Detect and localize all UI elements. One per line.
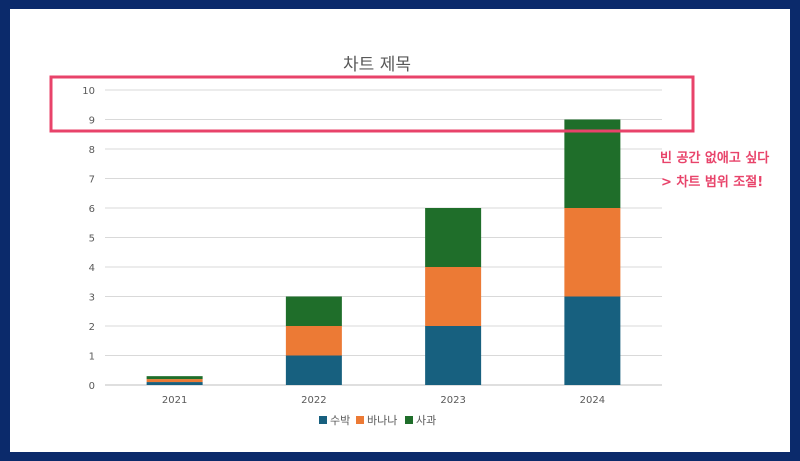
bar-segment	[285, 296, 342, 326]
bar-segment	[564, 119, 621, 208]
bar-segment	[285, 355, 342, 385]
chart-title: 차트 제목	[343, 55, 411, 75]
y-tick-label: 0	[89, 381, 95, 392]
chart-frame: 차트 제목 0 1 2 3 4 5 6 7 8 9 10 2021 2022 2023 2024 수박 바나…	[10, 9, 790, 452]
y-tick-label: 8	[89, 145, 95, 156]
bar-segment	[564, 296, 621, 385]
y-tick-label: 2	[89, 322, 95, 333]
x-tick-label: 2023	[440, 395, 465, 406]
bars	[146, 119, 621, 385]
y-tick-label: 9	[89, 116, 95, 127]
y-axis-ticks: 0 1 2 3 4 5 6 7 8 9 10	[82, 86, 95, 392]
bar-segment	[146, 379, 203, 383]
x-tick-label: 2024	[580, 395, 605, 406]
legend-label: 수박	[330, 414, 350, 427]
y-tick-label: 3	[89, 293, 95, 304]
y-tick-label: 6	[89, 204, 95, 215]
bar-segment	[425, 326, 482, 385]
bar-segment	[285, 326, 342, 356]
legend-swatch	[319, 416, 327, 424]
y-tick-label: 1	[89, 352, 95, 363]
bar-segment	[146, 382, 203, 385]
legend: 수박 바나나 사과	[319, 414, 436, 427]
bar-segment	[425, 208, 482, 267]
chart: 차트 제목 0 1 2 3 4 5 6 7 8 9 10 2021 2022 2023 2024 수박 바나…	[49, 55, 769, 427]
legend-swatch	[356, 416, 364, 424]
x-axis-ticks: 2021 2022 2023 2024	[162, 395, 605, 406]
highlight-box	[49, 75, 695, 133]
bar-segment	[564, 208, 621, 297]
y-tick-label: 10	[82, 86, 95, 97]
y-tick-label: 5	[89, 234, 95, 245]
bar-segment	[425, 267, 482, 326]
legend-swatch	[405, 416, 413, 424]
legend-label: 사과	[416, 414, 436, 427]
x-tick-label: 2021	[162, 395, 187, 406]
bar-segment	[146, 376, 203, 380]
annotation-line-1: 빈 공간 없애고 싶다	[660, 150, 769, 166]
x-tick-label: 2022	[301, 395, 326, 406]
legend-label: 바나나	[367, 414, 397, 427]
y-tick-label: 7	[89, 175, 95, 186]
y-tick-label: 4	[89, 263, 95, 274]
annotation-line-2: > 차트 범위 조절!	[661, 174, 763, 190]
